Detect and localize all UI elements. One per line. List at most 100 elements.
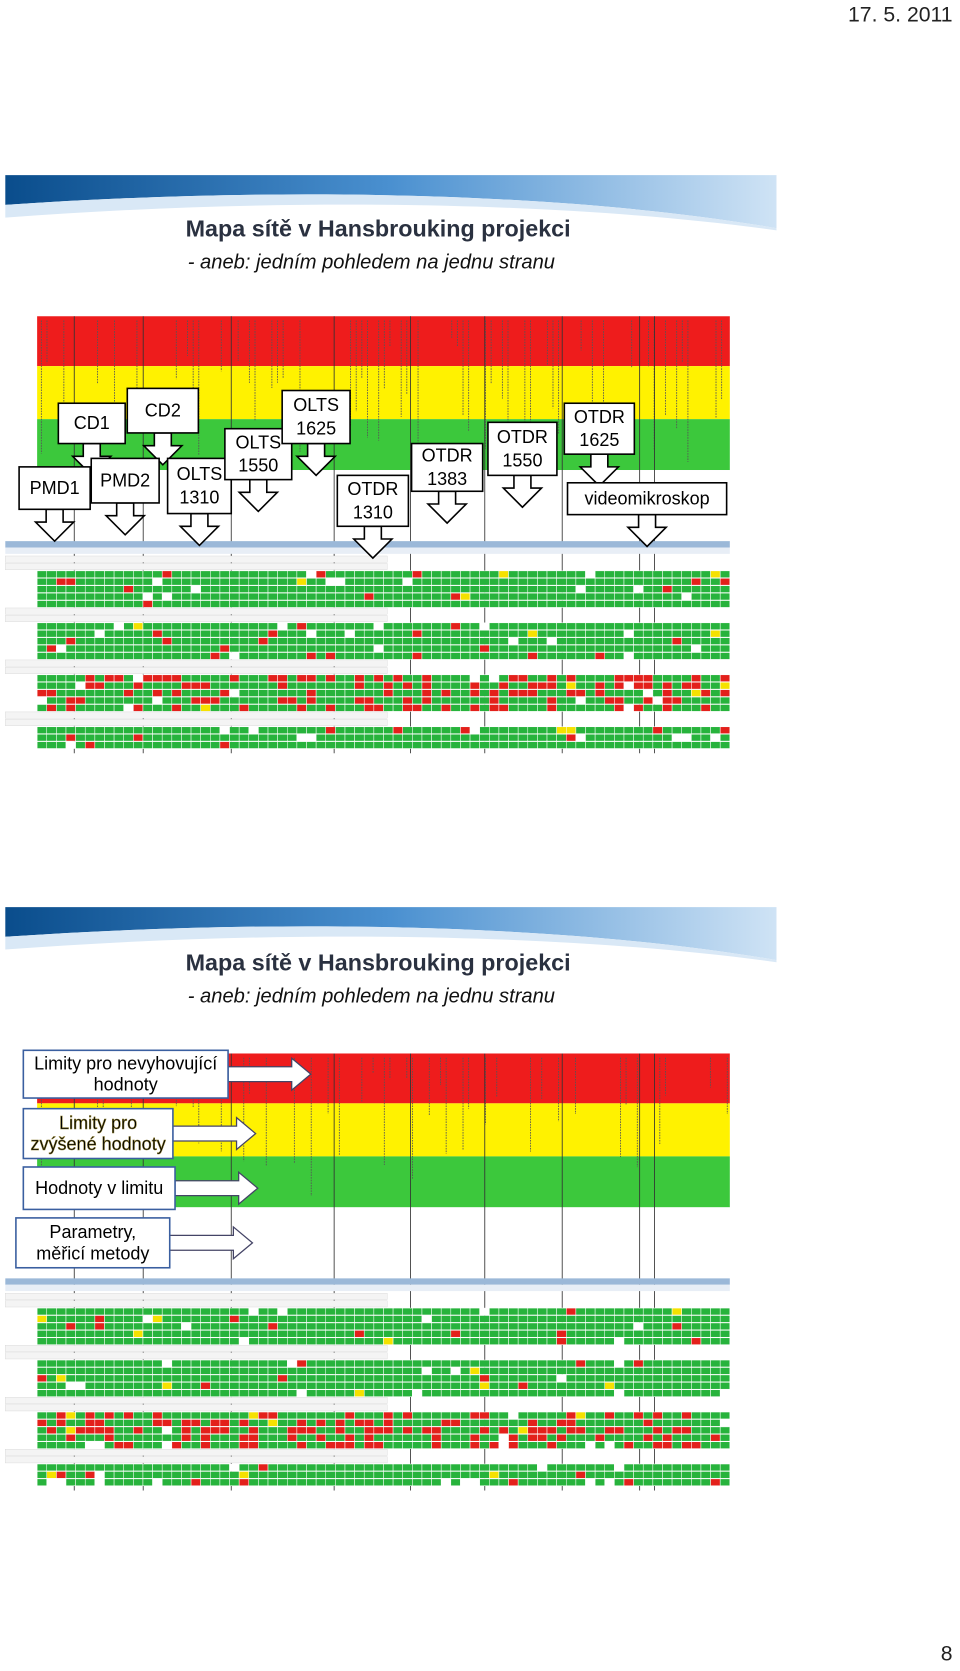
cell (190, 1419, 201, 1427)
cell (450, 652, 461, 660)
cell (594, 1478, 606, 1487)
cell (373, 1315, 384, 1323)
cell (527, 726, 538, 734)
cell (537, 674, 548, 682)
cell (642, 652, 654, 660)
cell (489, 600, 500, 608)
cell (306, 733, 317, 742)
cell (142, 1307, 153, 1316)
cell (681, 1374, 692, 1383)
cell (335, 1337, 346, 1345)
cell (719, 570, 731, 578)
cell (546, 600, 557, 608)
cell (652, 585, 663, 593)
cell (133, 1337, 144, 1345)
cell (719, 600, 731, 608)
cell (575, 577, 586, 586)
cell (36, 1463, 48, 1472)
cell (440, 1337, 452, 1345)
cell (133, 577, 144, 586)
cell (286, 1463, 298, 1472)
cell (594, 622, 606, 630)
cell (460, 622, 471, 630)
cell (671, 733, 682, 742)
callout-label: 1550 (238, 456, 278, 476)
cell (498, 629, 509, 638)
cell (527, 592, 538, 601)
cell (161, 1426, 173, 1435)
cell (306, 637, 317, 645)
cell (546, 681, 557, 690)
cell (104, 585, 115, 593)
cell (710, 696, 721, 705)
cell (402, 1411, 413, 1420)
cell (508, 1478, 519, 1487)
cell (546, 689, 557, 697)
cell (450, 585, 461, 593)
cell (238, 681, 250, 690)
cell (575, 1434, 586, 1442)
cell (585, 674, 596, 682)
cell (402, 570, 413, 578)
cell (36, 1307, 48, 1316)
cell (450, 592, 461, 601)
cell (123, 644, 134, 653)
cell (219, 1330, 230, 1338)
cell (710, 1463, 721, 1472)
cell (681, 741, 692, 749)
callout-box (126, 387, 200, 434)
cell (296, 570, 307, 578)
cell (65, 644, 76, 653)
cell (671, 674, 682, 682)
cell (700, 1307, 711, 1316)
cell (691, 570, 702, 578)
cell (142, 741, 153, 749)
cell (652, 1382, 663, 1390)
cell (614, 1382, 625, 1390)
cell (556, 1411, 567, 1420)
cell (460, 600, 471, 608)
callout-label: Limity pro nevyhovující (34, 1053, 217, 1073)
cell (594, 1359, 606, 1368)
cell (421, 629, 432, 638)
cell (623, 1426, 634, 1435)
cell (556, 1463, 567, 1472)
cell (152, 1337, 163, 1345)
cell (277, 1419, 288, 1427)
cell (546, 637, 557, 645)
cell (229, 674, 240, 682)
cell (75, 733, 86, 742)
cell (171, 1330, 182, 1338)
cell (229, 600, 240, 608)
cell (469, 1322, 480, 1331)
cell (229, 585, 240, 593)
cell (296, 1337, 307, 1345)
cell (335, 674, 346, 682)
cell (421, 1359, 432, 1368)
cell (469, 1419, 480, 1427)
cell (508, 674, 519, 682)
cell (104, 629, 115, 638)
cell (412, 1411, 423, 1420)
cell (171, 1389, 182, 1397)
cell (36, 1389, 48, 1397)
cell (286, 629, 298, 638)
cell (248, 689, 259, 697)
cell (623, 577, 634, 586)
cell (267, 1434, 278, 1442)
cell (335, 577, 346, 586)
cell (267, 696, 278, 705)
cell (594, 689, 606, 697)
cell (546, 696, 557, 705)
cell (431, 600, 442, 608)
info-row (5, 1397, 388, 1404)
cell (710, 637, 721, 645)
callout-arrow (295, 442, 338, 477)
cell (171, 1307, 182, 1316)
cell (585, 704, 596, 712)
cell (489, 1389, 500, 1397)
cell (219, 629, 230, 638)
cell (614, 577, 625, 586)
cell (354, 1359, 365, 1368)
